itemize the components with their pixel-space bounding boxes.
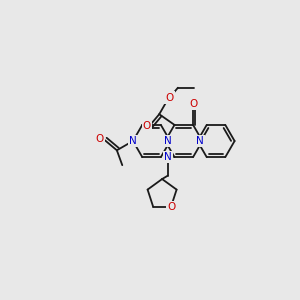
Text: N: N xyxy=(164,136,172,146)
Text: O: O xyxy=(189,99,197,109)
Text: N: N xyxy=(196,136,204,146)
Text: O: O xyxy=(142,121,151,131)
Text: N: N xyxy=(129,136,137,146)
Text: N: N xyxy=(164,152,172,162)
Text: O: O xyxy=(167,202,175,212)
Text: O: O xyxy=(165,92,174,103)
Text: O: O xyxy=(95,134,103,144)
